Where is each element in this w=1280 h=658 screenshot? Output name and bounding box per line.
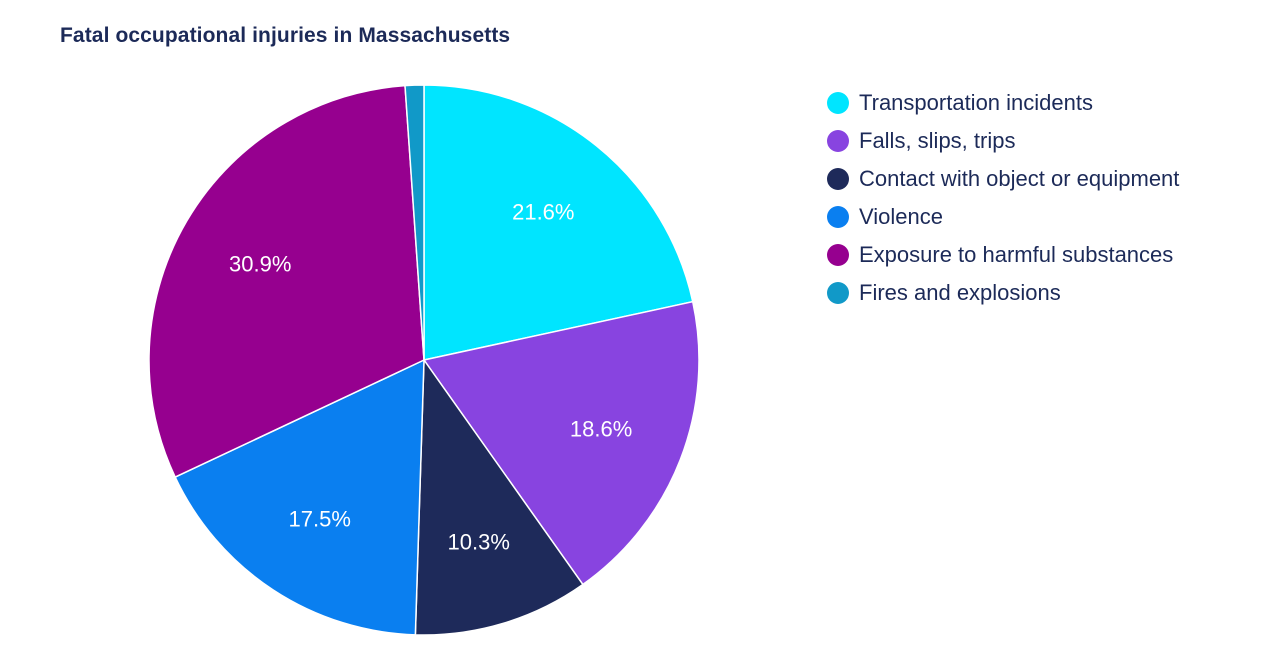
slice-value-label: 18.6%: [570, 416, 632, 441]
legend-swatch: [827, 206, 849, 228]
legend-label: Exposure to harmful substances: [859, 242, 1174, 267]
pie-slice[interactable]: [423, 84, 694, 361]
legend-item[interactable]: Falls, slips, trips: [827, 122, 1179, 160]
slice-value-label: 30.9%: [229, 251, 291, 276]
slice-value-label: 17.5%: [289, 506, 351, 531]
chart-title: Fatal occupational injuries in Massachus…: [60, 24, 511, 47]
legend-swatch: [827, 168, 849, 190]
legend-swatch: [827, 282, 849, 304]
legend-label: Contact with object or equipment: [859, 166, 1180, 191]
pie-chart: 21.6% 18.6% 10.3% 17.5% 30.9%: [148, 84, 700, 636]
legend-item[interactable]: Violence: [827, 198, 1179, 236]
slice-value-label: 21.6%: [512, 200, 574, 225]
legend: Transportation incidents Falls, slips, t…: [827, 84, 1179, 312]
pie-slice[interactable]: [148, 84, 425, 479]
legend-swatch: [827, 244, 849, 266]
legend-item[interactable]: Transportation incidents: [827, 84, 1179, 122]
legend-item[interactable]: Fires and explosions: [827, 274, 1179, 312]
legend-label: Violence: [859, 204, 943, 229]
legend-label: Fires and explosions: [859, 280, 1061, 305]
legend-label: Falls, slips, trips: [859, 128, 1016, 153]
legend-swatch: [827, 92, 849, 114]
pie-slice[interactable]: [422, 300, 700, 586]
slice-value-label: 10.3%: [448, 529, 510, 554]
legend-item[interactable]: Exposure to harmful substances: [827, 236, 1179, 274]
legend-label: Transportation incidents: [859, 90, 1093, 115]
pie-slice[interactable]: [404, 84, 425, 361]
pie-slice[interactable]: [414, 357, 584, 636]
pie-slice[interactable]: [174, 358, 425, 636]
legend-item[interactable]: Contact with object or equipment: [827, 160, 1179, 198]
legend-swatch: [827, 130, 849, 152]
